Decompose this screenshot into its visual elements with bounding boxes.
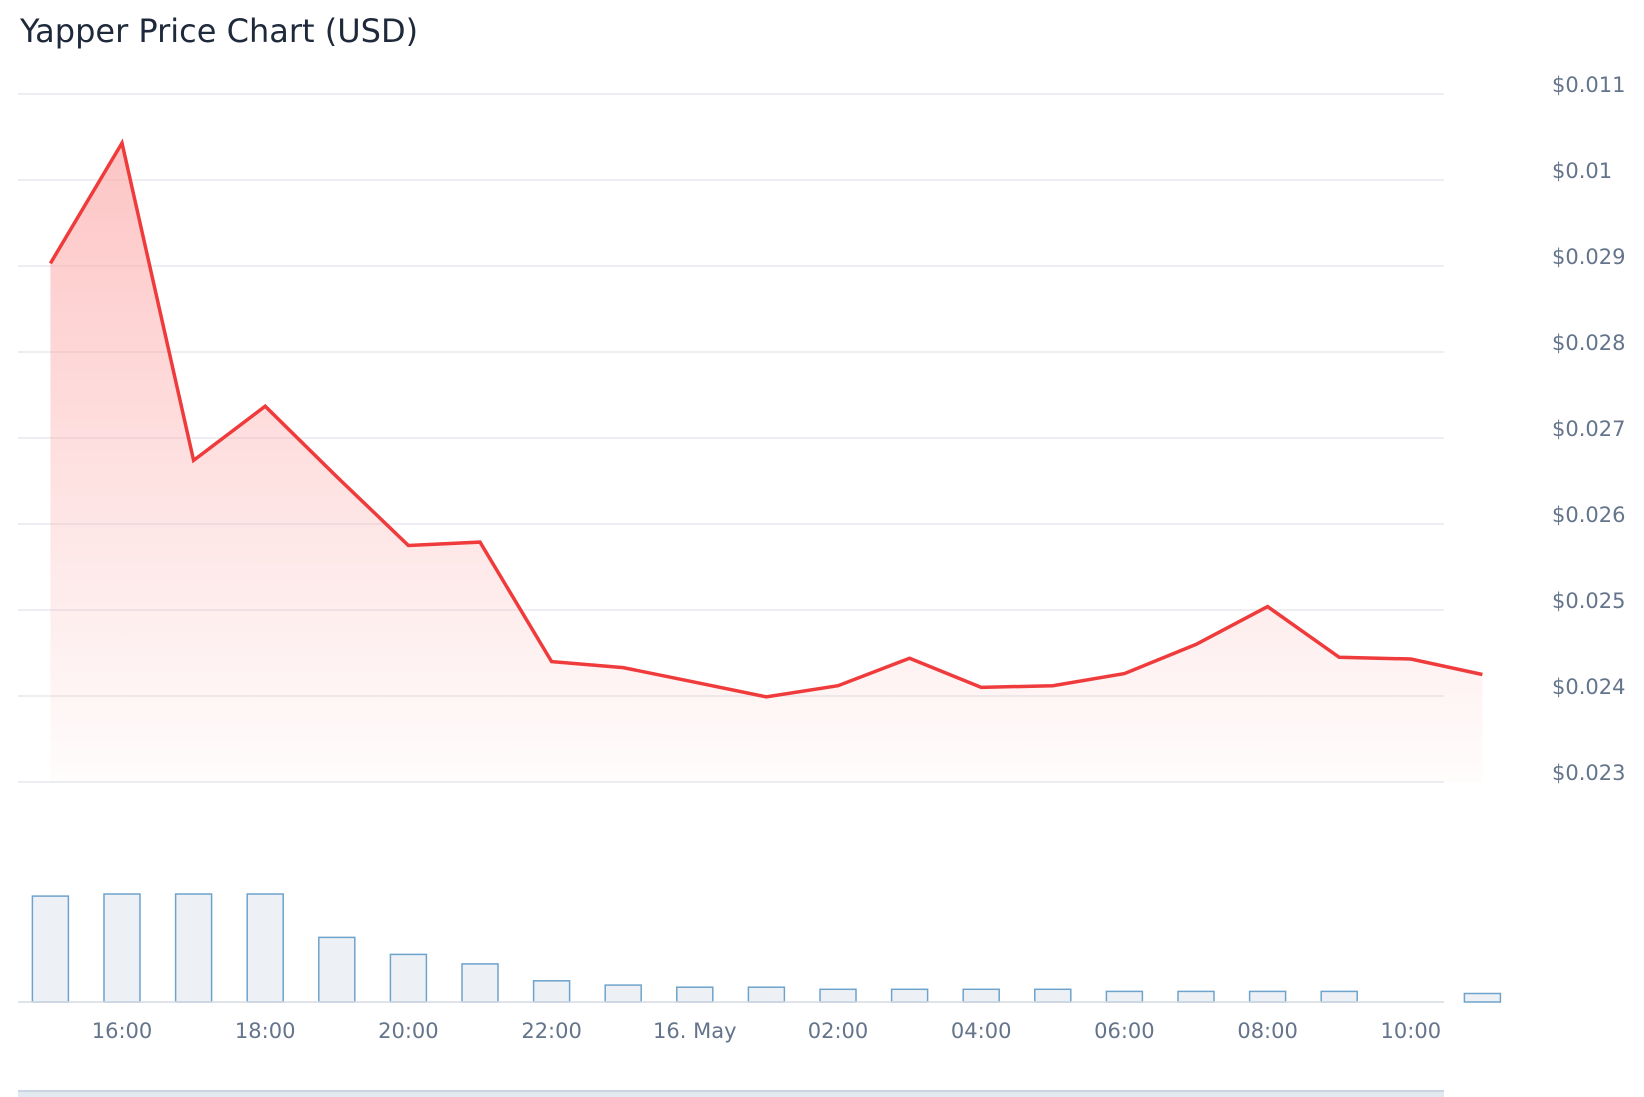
volume-bar bbox=[103, 893, 141, 1003]
price-point bbox=[1194, 642, 1198, 646]
volume-bar bbox=[747, 986, 786, 1003]
volume-bars bbox=[31, 893, 1502, 1003]
x-axis: 16:00 18:00 20:00 22:00 16. May 02:00 04:00 06:… bbox=[18, 1001, 1444, 1043]
price-point bbox=[406, 544, 410, 548]
volume-bar bbox=[1248, 990, 1287, 1003]
price-point bbox=[550, 660, 554, 664]
price-point bbox=[1409, 657, 1413, 661]
volume-bar bbox=[31, 895, 70, 1003]
y-tick-label: $0.027 bbox=[1552, 417, 1625, 441]
price-point bbox=[335, 475, 339, 479]
volume-bar bbox=[819, 988, 857, 1003]
y-axis-labels: $0.011 $0.01 $0.029 $0.028 $0.027 $0.026 $0.02… bbox=[1552, 73, 1625, 785]
price-point bbox=[48, 261, 52, 265]
price-point bbox=[192, 458, 196, 462]
volume-bar bbox=[174, 893, 213, 1003]
x-tick-label: 16:00 bbox=[92, 1019, 153, 1043]
price-point bbox=[263, 404, 267, 408]
volume-bar bbox=[461, 963, 499, 1003]
volume-bar bbox=[389, 953, 428, 1003]
x-tick-label: 20:00 bbox=[378, 1019, 439, 1043]
volume-bar bbox=[890, 988, 929, 1003]
volume-bar bbox=[532, 980, 571, 1003]
y-tick-label: $0.028 bbox=[1552, 331, 1625, 355]
price-point bbox=[764, 695, 768, 699]
y-tick-label: $0.026 bbox=[1552, 503, 1625, 527]
price-point bbox=[1337, 655, 1341, 659]
x-tick-label: 08:00 bbox=[1237, 1019, 1298, 1043]
y-tick-label: $0.024 bbox=[1552, 675, 1625, 699]
volume-bar bbox=[1463, 992, 1502, 1003]
price-point bbox=[908, 656, 912, 660]
price-point bbox=[1480, 673, 1484, 677]
volume-bar bbox=[1034, 988, 1072, 1003]
x-tick-label: 22:00 bbox=[521, 1019, 582, 1043]
y-tick-label: $0.025 bbox=[1552, 589, 1625, 613]
price-line bbox=[48, 138, 1484, 699]
volume-bar bbox=[318, 936, 356, 1003]
price-point bbox=[836, 684, 840, 688]
chart-title: Yapper Price Chart (USD) bbox=[20, 12, 419, 50]
volume-bar bbox=[1105, 990, 1144, 1003]
price-point bbox=[693, 680, 697, 684]
volume-bar bbox=[246, 893, 284, 1003]
x-tick-label: 06:00 bbox=[1094, 1019, 1155, 1043]
volume-bar bbox=[1177, 990, 1215, 1003]
volume-bar bbox=[962, 988, 1000, 1003]
volume-bar bbox=[676, 986, 714, 1003]
price-point bbox=[621, 666, 625, 670]
x-tick-label: 16. May bbox=[653, 1019, 737, 1043]
price-point bbox=[120, 141, 124, 145]
volume-bar bbox=[604, 984, 642, 1003]
price-point bbox=[1051, 684, 1055, 688]
x-tick-label: 10:00 bbox=[1381, 1019, 1442, 1043]
y-tick-label: $0.011 bbox=[1552, 73, 1625, 97]
price-point bbox=[1122, 672, 1126, 676]
y-tick-label: $0.023 bbox=[1552, 761, 1625, 785]
price-point bbox=[478, 540, 482, 544]
price-area-fill bbox=[50, 143, 1483, 782]
price-series-line bbox=[48, 138, 1483, 699]
x-tick-label: 18:00 bbox=[235, 1019, 296, 1043]
price-area bbox=[50, 143, 1483, 782]
volume-bar bbox=[1320, 990, 1358, 1003]
navigator-strip[interactable] bbox=[18, 1090, 1444, 1097]
y-tick-label: $0.01 bbox=[1552, 159, 1612, 183]
x-tick-label: 04:00 bbox=[951, 1019, 1012, 1043]
price-point bbox=[1266, 605, 1270, 609]
price-point bbox=[979, 685, 983, 689]
x-tick-label: 02:00 bbox=[808, 1019, 869, 1043]
y-tick-label: $0.029 bbox=[1552, 245, 1625, 269]
